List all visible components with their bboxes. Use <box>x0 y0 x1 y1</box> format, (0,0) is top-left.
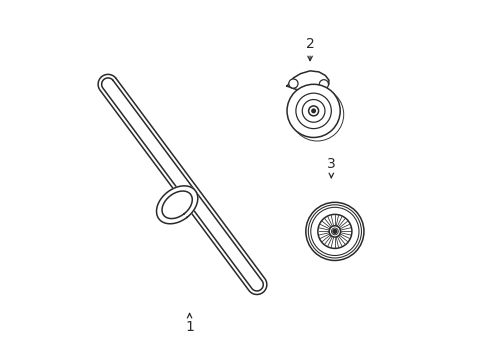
Circle shape <box>288 79 297 88</box>
Text: 3: 3 <box>326 157 335 177</box>
Polygon shape <box>162 191 192 219</box>
Circle shape <box>332 230 336 233</box>
Circle shape <box>286 84 340 138</box>
Polygon shape <box>156 186 197 224</box>
Circle shape <box>328 226 340 237</box>
Polygon shape <box>286 71 328 91</box>
Circle shape <box>317 215 351 248</box>
Circle shape <box>319 80 328 89</box>
Text: 2: 2 <box>305 36 314 60</box>
Circle shape <box>302 100 325 122</box>
Text: 1: 1 <box>185 314 194 334</box>
Circle shape <box>332 229 336 233</box>
Circle shape <box>295 93 331 129</box>
Polygon shape <box>98 75 266 294</box>
Polygon shape <box>102 78 263 291</box>
Circle shape <box>311 109 315 113</box>
Circle shape <box>331 228 338 235</box>
Circle shape <box>307 205 361 258</box>
Circle shape <box>290 88 343 141</box>
Circle shape <box>310 207 358 256</box>
Circle shape <box>305 202 363 260</box>
Circle shape <box>308 106 318 116</box>
